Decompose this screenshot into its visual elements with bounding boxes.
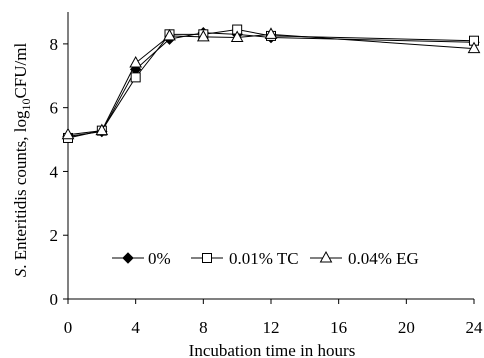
y-axis-title-unit: CFU/ml <box>11 43 30 99</box>
legend: 0% 0.01% TC 0.04% EG <box>112 249 419 268</box>
legend-item: 0.04% EG <box>310 249 419 268</box>
legend-label: 0.04% EG <box>348 249 419 268</box>
series-line <box>67 32 475 137</box>
y-axis-title-italic: S <box>11 268 30 277</box>
x-tick-label: 8 <box>199 318 208 337</box>
series-line <box>67 33 475 136</box>
data-point <box>196 29 210 42</box>
y-axis-title-main: . Enteritidis counts, log <box>11 110 30 269</box>
x-tick-label: 0 <box>64 318 73 337</box>
data-point <box>467 41 481 54</box>
y-tick-label: 8 <box>50 35 59 54</box>
x-tick-label: 4 <box>131 318 140 337</box>
legend-item: 0.01% TC <box>191 249 299 268</box>
y-tick-label: 2 <box>50 226 59 245</box>
data-point <box>230 30 244 43</box>
series-line <box>67 29 475 139</box>
y-tick-label: 4 <box>50 162 59 181</box>
x-axis-title: Incubation time in hours <box>189 341 356 358</box>
data-point <box>129 55 143 68</box>
series-3 <box>61 27 481 140</box>
legend-marker <box>202 253 212 263</box>
y-tick-label: 6 <box>50 99 59 118</box>
legend-marker <box>122 252 134 264</box>
y-axis-title: S. Enteritidis counts, log10CFU/ml <box>11 43 33 278</box>
data-point <box>61 127 75 140</box>
legend-label: 0% <box>148 249 171 268</box>
legend-marker <box>319 250 333 263</box>
x-tick-label: 12 <box>263 318 280 337</box>
data-point <box>163 28 176 41</box>
y-axis-ticks: 0 2 4 6 8 <box>50 35 68 309</box>
y-axis-title-subscript: 10 <box>19 99 33 111</box>
x-tick-label: 20 <box>398 318 415 337</box>
x-tick-label: 16 <box>330 318 347 337</box>
series-layer <box>61 24 481 143</box>
legend-item: 0% <box>112 249 171 268</box>
x-axis-ticks: 0 4 8 12 16 20 24 <box>64 299 483 337</box>
legend-label: 0.01% TC <box>229 249 299 268</box>
data-point <box>95 123 109 136</box>
y-tick-label: 0 <box>50 290 59 309</box>
x-tick-label: 24 <box>466 318 484 337</box>
data-point <box>264 27 278 39</box>
data-point <box>130 72 141 83</box>
